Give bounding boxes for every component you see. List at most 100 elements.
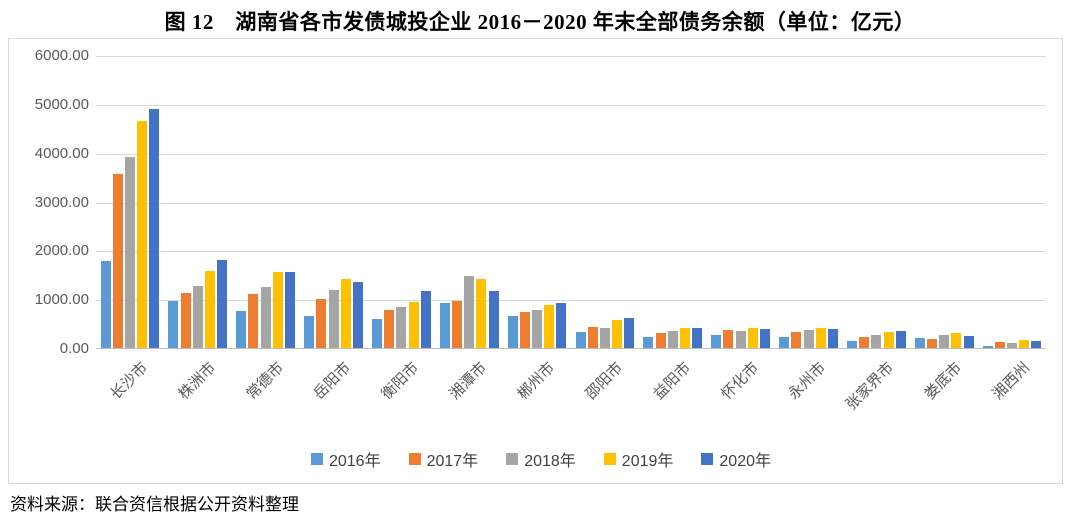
legend-label: 2017年 [426, 453, 479, 470]
bar-2018年-娄底市 [939, 335, 950, 348]
x-axis-line [96, 348, 1046, 349]
bar-2020年-益阳市 [692, 327, 703, 348]
bar-2019年-娄底市 [951, 332, 962, 348]
x-axis-category-label: 长沙市 [107, 359, 152, 403]
bar-2017年-娄底市 [927, 339, 937, 348]
bar-2016年-湘西州 [982, 345, 993, 348]
bar-2016年-益阳市 [643, 336, 654, 348]
y-axis-tick-label: 0.00 [59, 340, 89, 357]
x-axis-category-label: 永州市 [785, 359, 830, 403]
bar-2019年-郴州市 [544, 304, 555, 348]
y-axis-tick-label: 6000.00 [34, 47, 89, 64]
bar-2016年-长沙市 [100, 261, 111, 348]
x-axis-category-label: 岳阳市 [310, 359, 355, 403]
bar-2019年-株洲市 [204, 271, 215, 348]
x-axis-category-label: 株洲市 [175, 359, 219, 403]
bar-2016年-邵阳市 [575, 332, 586, 348]
bar-2018年-长沙市 [124, 157, 135, 348]
bar-2016年-张家界市 [846, 340, 857, 348]
bar-2018年-常德市 [260, 287, 271, 348]
bar-2017年-岳阳市 [316, 299, 327, 348]
x-axis-category-label: 娄底市 [921, 359, 966, 403]
bar-2018年-湘潭市 [464, 275, 475, 348]
bar-2016年-株洲市 [168, 300, 179, 348]
bar-2018年-湘西州 [1007, 342, 1018, 348]
y-axis-tick-label: 2000.00 [34, 242, 89, 260]
x-axis-category-label: 衡阳市 [378, 359, 423, 403]
bar-2018年-衡阳市 [396, 307, 407, 348]
bar-2017年-邵阳市 [587, 327, 598, 348]
bar-2020年-湘西州 [1031, 340, 1042, 348]
bar-2019年-岳阳市 [340, 278, 351, 348]
bar-2019年-长沙市 [137, 121, 148, 348]
gridline [96, 153, 1046, 155]
bar-2017年-郴州市 [519, 312, 530, 348]
bar-2019年-益阳市 [679, 327, 690, 348]
gridline [96, 251, 1046, 253]
x-axis-category-label: 怀化市 [717, 359, 762, 403]
bar-2017年-张家界市 [859, 337, 870, 348]
x-axis-category-label: 张家界市 [843, 359, 898, 414]
legend-swatch [310, 453, 323, 465]
gridline [96, 300, 1046, 302]
bar-2016年-衡阳市 [371, 319, 382, 348]
legend-swatch [701, 453, 714, 465]
x-axis-category-label: 益阳市 [650, 359, 694, 403]
gridline [96, 202, 1046, 204]
bar-2016年-岳阳市 [304, 315, 315, 348]
bar-2018年-株洲市 [192, 285, 203, 348]
legend-label: 2019年 [621, 453, 674, 470]
x-axis-category-label: 邵阳市 [582, 359, 627, 403]
bar-2017年-永州市 [791, 332, 802, 348]
x-axis-category-label: 湘潭市 [446, 359, 491, 403]
y-axis-tick-label: 3000.00 [34, 193, 89, 211]
bar-2019年-邵阳市 [612, 320, 623, 348]
bar-2016年-郴州市 [507, 316, 518, 348]
bar-2018年-益阳市 [667, 331, 678, 348]
x-axis-category-label: 常德市 [242, 359, 287, 403]
legend-label: 2018年 [524, 453, 576, 470]
legend: 2016年 2017年 2018年 2019年 2020年 [1, 447, 1080, 471]
legend-label: 2020年 [719, 453, 772, 470]
legend-swatch [408, 453, 421, 465]
bar-2017年-怀化市 [723, 330, 734, 348]
chart-box: 2016年 2017年 2018年 2019年 2020年 0.00 1000.00 200… [8, 38, 1063, 484]
bar-2020年-岳阳市 [352, 281, 363, 348]
y-axis-tick-label: 4000.00 [34, 144, 89, 162]
bar-2017年-湘潭市 [452, 300, 462, 348]
bar-2020年-长沙市 [149, 109, 160, 348]
bar-2020年-衡阳市 [420, 290, 431, 348]
bar-2020年-常德市 [285, 272, 296, 348]
bar-2020年-娄底市 [963, 336, 974, 348]
plot-area [96, 56, 1046, 349]
bar-2020年-张家界市 [895, 331, 906, 348]
legend-swatch [603, 453, 616, 465]
bar-2020年-怀化市 [760, 328, 771, 348]
bar-2018年-张家界市 [871, 335, 882, 348]
y-axis-tick-label: 1000.00 [34, 291, 89, 309]
legend-label: 2016年 [328, 453, 381, 470]
chart-title: 图 12 湖南省各市发债城投企业 2016－2020 年末全部债务余额（单位：亿… [164, 10, 916, 34]
bar-2019年-张家界市 [883, 332, 894, 348]
legend-item: 2018年 [506, 447, 576, 471]
bar-2017年-益阳市 [655, 333, 666, 348]
bar-2020年-郴州市 [556, 303, 567, 348]
bar-2019年-湘西州 [1019, 339, 1030, 348]
bar-2018年-岳阳市 [328, 289, 339, 348]
legend-item: 2020年 [701, 447, 771, 471]
bar-2017年-湘西州 [994, 342, 1005, 348]
gridline [96, 56, 1046, 57]
bar-2019年-常德市 [272, 271, 283, 348]
bar-2019年-怀化市 [747, 327, 758, 348]
bar-2019年-衡阳市 [408, 302, 419, 348]
bar-2017年-衡阳市 [384, 309, 395, 348]
bar-2020年-湘潭市 [488, 291, 499, 348]
bar-2016年-娄底市 [914, 338, 925, 348]
y-axis-tick-label: 5000.00 [34, 95, 89, 113]
bar-2018年-永州市 [803, 330, 814, 348]
legend-item: 2016年 [310, 447, 381, 471]
bar-2020年-永州市 [827, 329, 838, 348]
legend-item: 2019年 [603, 447, 674, 471]
